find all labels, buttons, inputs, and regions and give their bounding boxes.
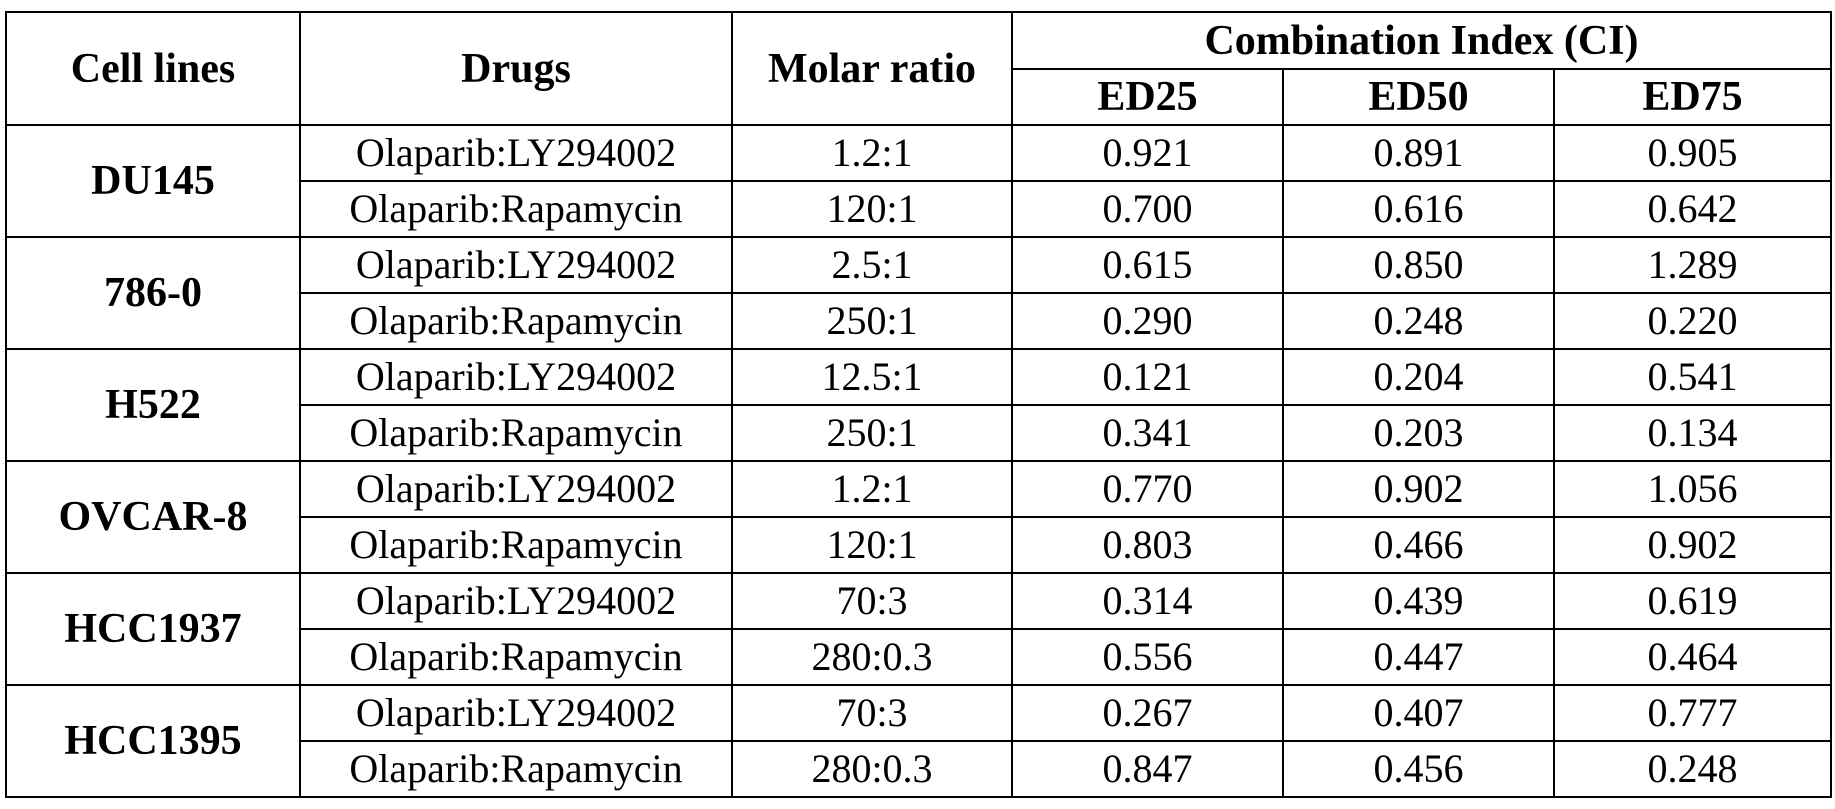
ed25-cell: 0.770 [1012, 461, 1283, 517]
molar-ratio-cell: 280:0.3 [732, 741, 1012, 797]
cell-line-name: 786-0 [6, 237, 300, 349]
header-combination-index: Combination Index (CI) [1012, 12, 1831, 69]
header-ed50: ED50 [1283, 69, 1554, 125]
ed25-cell: 0.556 [1012, 629, 1283, 685]
ed25-cell: 0.847 [1012, 741, 1283, 797]
cell-line-name: DU145 [6, 125, 300, 237]
ed75-cell: 0.220 [1554, 293, 1831, 349]
molar-ratio-cell: 70:3 [732, 573, 1012, 629]
ed25-cell: 0.314 [1012, 573, 1283, 629]
ed25-cell: 0.290 [1012, 293, 1283, 349]
molar-ratio-cell: 250:1 [732, 293, 1012, 349]
table-row: HCC1395 Olaparib:LY294002 70:3 0.267 0.4… [6, 685, 1831, 741]
molar-ratio-cell: 120:1 [732, 181, 1012, 237]
drug-cell: Olaparib:Rapamycin [300, 629, 732, 685]
ed75-cell: 1.289 [1554, 237, 1831, 293]
ed25-cell: 0.921 [1012, 125, 1283, 181]
ed75-cell: 0.777 [1554, 685, 1831, 741]
ed25-cell: 0.121 [1012, 349, 1283, 405]
table-row: DU145 Olaparib:LY294002 1.2:1 0.921 0.89… [6, 125, 1831, 181]
drug-cell: Olaparib:LY294002 [300, 125, 732, 181]
header-molar-ratio: Molar ratio [732, 12, 1012, 125]
molar-ratio-cell: 70:3 [732, 685, 1012, 741]
drug-cell: Olaparib:LY294002 [300, 237, 732, 293]
molar-ratio-cell: 12.5:1 [732, 349, 1012, 405]
ed50-cell: 0.616 [1283, 181, 1554, 237]
ed75-cell: 1.056 [1554, 461, 1831, 517]
ed75-cell: 0.248 [1554, 741, 1831, 797]
ed75-cell: 0.905 [1554, 125, 1831, 181]
ed50-cell: 0.902 [1283, 461, 1554, 517]
ed50-cell: 0.466 [1283, 517, 1554, 573]
header-ed25: ED25 [1012, 69, 1283, 125]
ed75-cell: 0.642 [1554, 181, 1831, 237]
table-row: H522 Olaparib:LY294002 12.5:1 0.121 0.20… [6, 349, 1831, 405]
molar-ratio-cell: 2.5:1 [732, 237, 1012, 293]
molar-ratio-cell: 1.2:1 [732, 125, 1012, 181]
drug-cell: Olaparib:LY294002 [300, 349, 732, 405]
ed75-cell: 0.619 [1554, 573, 1831, 629]
molar-ratio-cell: 250:1 [732, 405, 1012, 461]
molar-ratio-cell: 280:0.3 [732, 629, 1012, 685]
cell-line-name: H522 [6, 349, 300, 461]
table-body: DU145 Olaparib:LY294002 1.2:1 0.921 0.89… [6, 125, 1831, 797]
ed75-cell: 0.902 [1554, 517, 1831, 573]
ed50-cell: 0.204 [1283, 349, 1554, 405]
table-row: OVCAR-8 Olaparib:LY294002 1.2:1 0.770 0.… [6, 461, 1831, 517]
ed25-cell: 0.267 [1012, 685, 1283, 741]
ed75-cell: 0.464 [1554, 629, 1831, 685]
header-drugs: Drugs [300, 12, 732, 125]
drug-cell: Olaparib:Rapamycin [300, 741, 732, 797]
cell-line-name: OVCAR-8 [6, 461, 300, 573]
header-ed75: ED75 [1554, 69, 1831, 125]
cell-line-name: HCC1937 [6, 573, 300, 685]
ed25-cell: 0.341 [1012, 405, 1283, 461]
drug-cell: Olaparib:Rapamycin [300, 293, 732, 349]
ed50-cell: 0.439 [1283, 573, 1554, 629]
ed50-cell: 0.447 [1283, 629, 1554, 685]
drug-cell: Olaparib:LY294002 [300, 685, 732, 741]
ed50-cell: 0.850 [1283, 237, 1554, 293]
table-row: HCC1937 Olaparib:LY294002 70:3 0.314 0.4… [6, 573, 1831, 629]
ed50-cell: 0.248 [1283, 293, 1554, 349]
drug-cell: Olaparib:LY294002 [300, 461, 732, 517]
ed25-cell: 0.803 [1012, 517, 1283, 573]
ed50-cell: 0.203 [1283, 405, 1554, 461]
drug-cell: Olaparib:LY294002 [300, 573, 732, 629]
ed50-cell: 0.891 [1283, 125, 1554, 181]
drug-cell: Olaparib:Rapamycin [300, 405, 732, 461]
molar-ratio-cell: 1.2:1 [732, 461, 1012, 517]
header-cell-lines: Cell lines [6, 12, 300, 125]
molar-ratio-cell: 120:1 [732, 517, 1012, 573]
ed25-cell: 0.700 [1012, 181, 1283, 237]
combination-index-table: Cell lines Drugs Molar ratio Combination… [5, 11, 1832, 798]
drug-cell: Olaparib:Rapamycin [300, 517, 732, 573]
cell-line-name: HCC1395 [6, 685, 300, 797]
ed75-cell: 0.541 [1554, 349, 1831, 405]
ed50-cell: 0.456 [1283, 741, 1554, 797]
table-row: 786-0 Olaparib:LY294002 2.5:1 0.615 0.85… [6, 237, 1831, 293]
ed50-cell: 0.407 [1283, 685, 1554, 741]
ed75-cell: 0.134 [1554, 405, 1831, 461]
drug-cell: Olaparib:Rapamycin [300, 181, 732, 237]
ed25-cell: 0.615 [1012, 237, 1283, 293]
table-header: Cell lines Drugs Molar ratio Combination… [6, 12, 1831, 125]
